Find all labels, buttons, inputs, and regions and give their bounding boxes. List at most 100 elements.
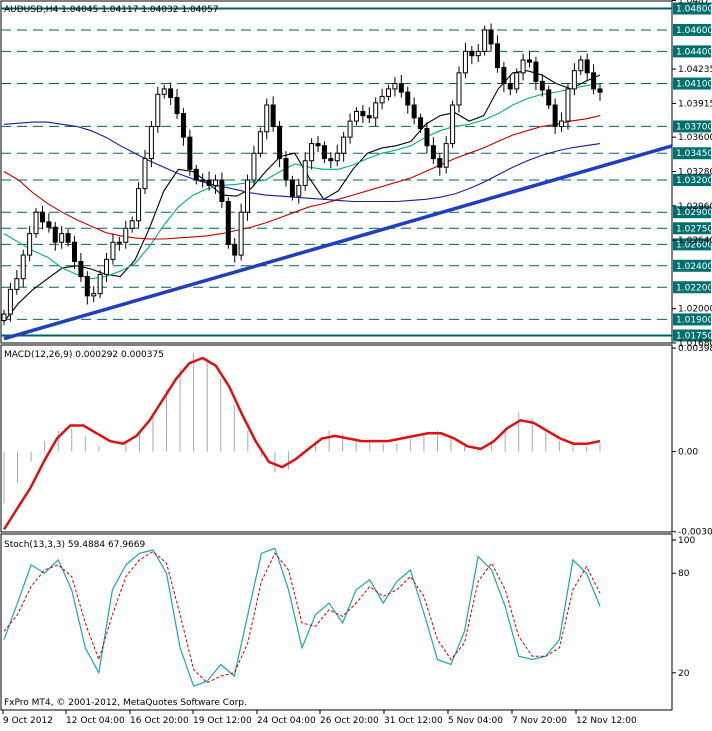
macd-tick-label: 0.00 xyxy=(678,447,698,457)
candle-body xyxy=(27,233,33,256)
candle-body xyxy=(46,221,52,228)
level-label: 1.02900 xyxy=(676,208,712,218)
candle-body xyxy=(315,143,321,147)
candle-body xyxy=(482,29,488,52)
chart-header: AUDUSD,H4 1.04045 1.04117 1.04032 1.0405… xyxy=(4,5,219,15)
candle-body xyxy=(129,220,135,229)
time-tick-label: 12 Oct 04:00 xyxy=(66,716,125,726)
level-label: 1.04600 xyxy=(676,26,712,36)
level-label: 1.02400 xyxy=(676,262,712,272)
candle-body xyxy=(136,188,142,222)
candle-body xyxy=(1,313,7,321)
candle-body xyxy=(514,72,520,90)
price-panel[interactable]: 1.04800 1.04600 1.04400 1.04100 1.03700 1.034… xyxy=(0,0,712,349)
candle-body xyxy=(462,50,468,74)
candle-body xyxy=(97,273,103,295)
candle-body xyxy=(347,120,353,138)
candle-body xyxy=(238,211,244,256)
candle-body xyxy=(59,233,65,243)
candle-body xyxy=(71,241,77,263)
candle-body xyxy=(309,143,315,162)
price-tick-label: 1.02000 xyxy=(678,305,712,315)
candle-body xyxy=(33,211,39,235)
candle-body xyxy=(104,258,110,275)
moving-average-line xyxy=(3,115,601,240)
level-label: 1.02200 xyxy=(676,283,712,293)
candle-body xyxy=(527,59,533,63)
candle-body xyxy=(283,158,289,181)
candle-body xyxy=(225,200,231,245)
level-tag xyxy=(673,147,711,160)
candle-body xyxy=(533,61,539,82)
candle-body xyxy=(360,110,366,117)
stochastic-tick-label: 100 xyxy=(678,536,695,546)
candle-body xyxy=(155,93,161,127)
candle-body xyxy=(584,59,590,74)
candle-body xyxy=(212,179,218,186)
time-tick-label: 24 Oct 04:00 xyxy=(257,716,316,726)
time-tick-label: 12 Nov 12:00 xyxy=(576,716,637,726)
moving-averages xyxy=(3,70,601,322)
candle-body xyxy=(78,261,84,278)
moving-average-line xyxy=(3,83,601,280)
stochastic-axis: 100 80 20 xyxy=(672,536,695,679)
macd-panel[interactable]: 0.00398 0.00 -0.00309 MACD(12,26,9) 0.0002… xyxy=(0,344,712,538)
trendline[interactable] xyxy=(3,144,673,341)
stochastic-main-line xyxy=(3,547,601,687)
macd-axis: 0.00398 0.00 -0.00309 xyxy=(672,344,712,538)
moving-average-line xyxy=(3,121,601,203)
candle-body xyxy=(341,136,347,154)
level-label: 1.04400 xyxy=(676,47,712,57)
level-tag xyxy=(673,120,711,133)
level-tag xyxy=(673,23,711,36)
horizontal-levels: 1.04800 1.04600 1.04400 1.04100 1.03700 1.034… xyxy=(1,2,712,342)
price-tick-label: 1.04875 xyxy=(678,0,712,6)
candle-body xyxy=(450,104,456,145)
candle-body xyxy=(219,179,225,202)
stochastic-panel-frame xyxy=(0,533,673,711)
candle-body xyxy=(353,110,359,122)
candle-body xyxy=(494,43,500,68)
candle-body xyxy=(373,102,379,119)
candle-body xyxy=(142,158,148,190)
candle-body xyxy=(91,293,97,297)
level-label: 1.03450 xyxy=(676,149,712,159)
stochastic-title: Stoch(13,3,3) 59.4884 67.9669 xyxy=(4,540,145,550)
candle-body xyxy=(7,288,13,315)
candle-body xyxy=(334,152,340,162)
candle-body xyxy=(251,152,257,181)
macd-signal-line xyxy=(2,356,601,531)
stochastic-panel[interactable]: 100 80 20 Stoch(13,3,3) 59.4884 67.9669 Fx… xyxy=(0,533,695,711)
candle-body xyxy=(206,179,212,186)
level-label: 1.03700 xyxy=(676,122,712,132)
time-tick-label: 26 Oct 20:00 xyxy=(320,716,379,726)
candle-body xyxy=(565,88,571,122)
price-tick-label: 1.01680 xyxy=(678,339,712,349)
candle-body xyxy=(264,104,270,133)
candle-body xyxy=(520,59,526,74)
candle-body xyxy=(552,104,558,127)
candle-body xyxy=(456,72,462,106)
candle-body xyxy=(539,80,545,91)
macd-title: MACD(12,26,9) 0.000292 0.000375 xyxy=(4,350,164,360)
level-tag xyxy=(673,45,711,58)
candle-body xyxy=(296,184,302,197)
candles xyxy=(1,23,603,325)
candle-body xyxy=(430,145,436,160)
level-tag xyxy=(673,222,711,235)
macd-tick-label: 0.00398 xyxy=(678,344,712,354)
candle-body xyxy=(597,88,603,93)
candle-body xyxy=(437,158,443,168)
price-axis: 1.04875 1.04235 1.03915 1.03600 1.03280 1.029… xyxy=(672,0,712,349)
candle-body xyxy=(591,72,597,90)
level-label: 1.01900 xyxy=(676,315,712,325)
candle-body xyxy=(386,88,392,97)
candle-body xyxy=(193,168,199,181)
copyright: FxPro MT4, © 2001-2012, MetaQuotes Softw… xyxy=(4,698,247,708)
candle-body xyxy=(302,160,308,186)
candle-body xyxy=(469,50,475,57)
stochastic-tick-label: 80 xyxy=(678,569,690,579)
candle-body xyxy=(180,113,186,138)
time-tick-label: 31 Oct 12:00 xyxy=(384,716,443,726)
